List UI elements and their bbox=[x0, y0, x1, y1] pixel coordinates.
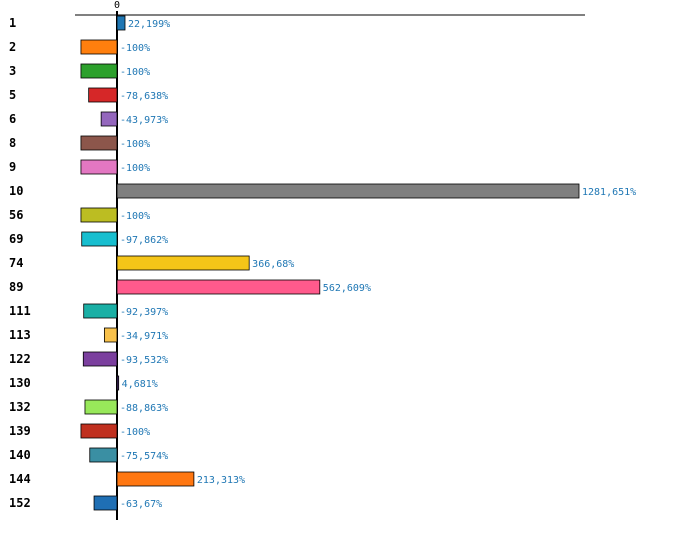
bar-139 bbox=[80, 423, 118, 439]
bar-5 bbox=[88, 87, 118, 103]
value-label-1: 22,199% bbox=[128, 19, 170, 30]
value-label-2: -100% bbox=[120, 43, 150, 54]
category-label-152: 152 bbox=[9, 496, 31, 510]
category-label-9: 9 bbox=[9, 160, 16, 174]
category-label-122: 122 bbox=[9, 352, 31, 366]
value-label-69: -97,862% bbox=[120, 235, 168, 246]
bar-69 bbox=[81, 231, 118, 247]
category-label-69: 69 bbox=[9, 232, 23, 246]
value-label-130: 4,681% bbox=[122, 379, 158, 390]
bar-2 bbox=[80, 39, 118, 55]
category-labels: 1235689105669748911111312213013213914014… bbox=[9, 16, 31, 510]
bar-6 bbox=[100, 111, 118, 127]
category-label-113: 113 bbox=[9, 328, 31, 342]
bar-111 bbox=[83, 303, 118, 319]
category-label-144: 144 bbox=[9, 472, 31, 486]
value-label-122: -93,532% bbox=[120, 355, 168, 366]
value-label-139: -100% bbox=[120, 427, 150, 438]
category-label-3: 3 bbox=[9, 64, 16, 78]
bar-1 bbox=[116, 15, 126, 31]
bar-3 bbox=[80, 63, 118, 79]
value-label-140: -75,574% bbox=[120, 451, 168, 462]
bar-8 bbox=[80, 135, 118, 151]
bar-140 bbox=[89, 447, 118, 463]
bar-152 bbox=[93, 495, 118, 511]
category-label-8: 8 bbox=[9, 136, 16, 150]
bar-144 bbox=[116, 471, 195, 487]
category-label-56: 56 bbox=[9, 208, 23, 222]
value-label-74: 366,68% bbox=[252, 259, 294, 270]
value-label-113: -34,971% bbox=[120, 331, 168, 342]
category-label-111: 111 bbox=[9, 304, 31, 318]
bar-113 bbox=[103, 327, 118, 343]
zero-tick-label: 0 bbox=[114, 0, 120, 11]
value-label-8: -100% bbox=[120, 139, 150, 150]
category-label-74: 74 bbox=[9, 256, 23, 270]
value-label-6: -43,973% bbox=[120, 115, 168, 126]
value-label-144: 213,313% bbox=[197, 475, 245, 486]
value-label-3: -100% bbox=[120, 67, 150, 78]
bar-130 bbox=[116, 375, 120, 391]
value-label-152: -63,67% bbox=[120, 499, 162, 510]
value-label-10: 1281,651% bbox=[582, 187, 636, 198]
category-label-132: 132 bbox=[9, 400, 31, 414]
value-label-56: -100% bbox=[120, 211, 150, 222]
category-label-2: 2 bbox=[9, 40, 16, 54]
category-label-5: 5 bbox=[9, 88, 16, 102]
bar-122 bbox=[82, 351, 118, 367]
bars bbox=[80, 15, 580, 511]
category-label-89: 89 bbox=[9, 280, 23, 294]
bar-74 bbox=[116, 255, 250, 271]
category-label-130: 130 bbox=[9, 376, 31, 390]
category-label-6: 6 bbox=[9, 112, 16, 126]
bar-56 bbox=[80, 207, 118, 223]
category-label-140: 140 bbox=[9, 448, 31, 462]
category-label-10: 10 bbox=[9, 184, 23, 198]
value-label-132: -88,863% bbox=[120, 403, 168, 414]
bar-89 bbox=[116, 279, 321, 295]
value-labels: 22,199% -100% -100% -78,638% -43,973% -100% -1… bbox=[120, 19, 636, 510]
value-label-9: -100% bbox=[120, 163, 150, 174]
value-label-89: 562,609% bbox=[323, 283, 371, 294]
bar-10 bbox=[116, 183, 580, 199]
category-label-1: 1 bbox=[9, 16, 16, 30]
value-label-111: -92,397% bbox=[120, 307, 168, 318]
value-label-5: -78,638% bbox=[120, 91, 168, 102]
bar-9 bbox=[80, 159, 118, 175]
bar-132 bbox=[84, 399, 118, 415]
category-label-139: 139 bbox=[9, 424, 31, 438]
